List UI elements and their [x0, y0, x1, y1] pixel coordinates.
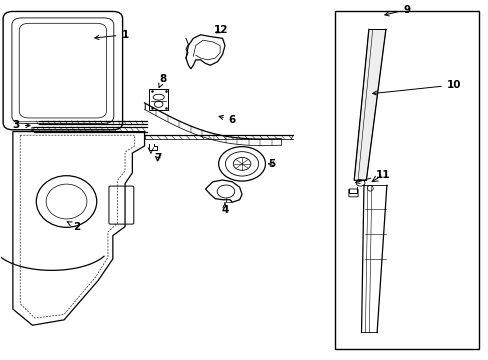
Bar — [149, 89, 167, 110]
Text: 12: 12 — [213, 25, 228, 35]
Text: 2: 2 — [67, 222, 80, 231]
Text: 7: 7 — [154, 153, 161, 163]
Text: 1: 1 — [95, 30, 128, 40]
Text: 4: 4 — [221, 203, 228, 216]
Bar — [334, 12, 478, 348]
Text: 10: 10 — [372, 80, 461, 95]
Text: 8: 8 — [159, 74, 166, 87]
Text: 9: 9 — [384, 5, 409, 16]
Text: 3: 3 — [13, 121, 30, 130]
Text: 5: 5 — [267, 159, 274, 169]
Polygon shape — [353, 30, 385, 180]
Text: 6: 6 — [219, 115, 235, 125]
Text: 11: 11 — [355, 170, 390, 183]
